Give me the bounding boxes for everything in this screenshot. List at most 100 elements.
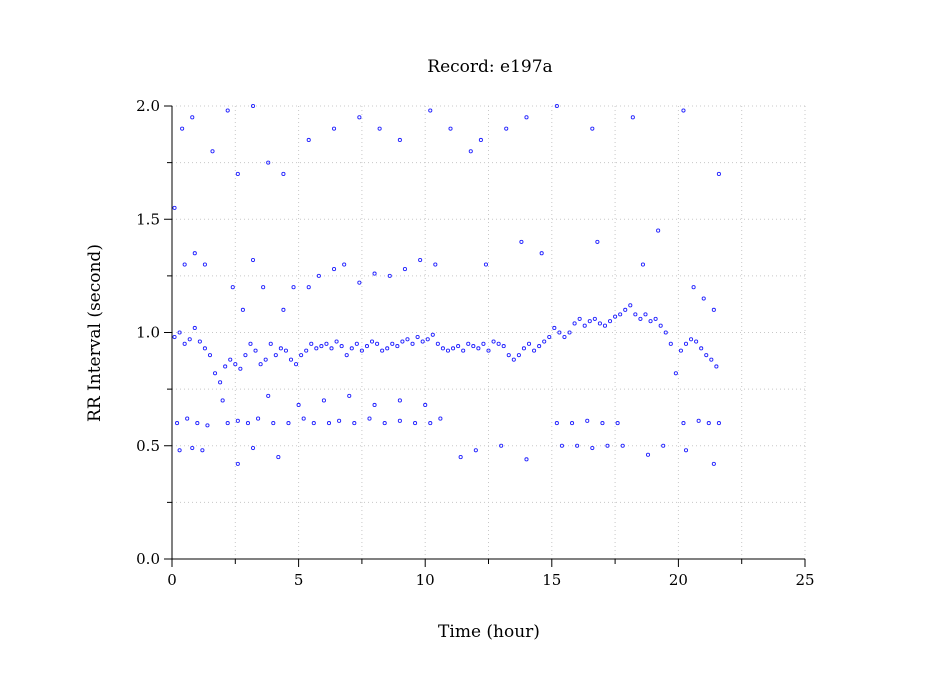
data-point <box>182 341 187 346</box>
data-point <box>640 262 646 267</box>
data-point <box>382 421 387 426</box>
data-point <box>683 341 689 346</box>
data-point <box>656 228 661 233</box>
data-point <box>602 323 608 328</box>
data-point <box>296 402 301 408</box>
data-point <box>372 402 377 408</box>
data-point <box>250 445 256 451</box>
data-point <box>483 262 489 267</box>
data-point <box>590 126 595 131</box>
data-point <box>223 364 228 369</box>
data-point <box>689 337 694 342</box>
data-point <box>468 149 473 154</box>
data-point <box>428 108 433 113</box>
data-point <box>699 346 704 351</box>
data-point <box>524 115 529 120</box>
data-point <box>501 344 506 349</box>
data-point <box>681 421 686 426</box>
data-point <box>334 339 339 344</box>
data-point <box>537 344 542 349</box>
data-point <box>321 398 326 403</box>
data-point <box>521 346 526 351</box>
y-axis-label: RR Interval (second) <box>85 244 105 422</box>
data-point <box>683 448 689 453</box>
data-point <box>250 257 256 263</box>
data-point <box>304 348 309 353</box>
data-point <box>714 364 719 369</box>
data-point <box>218 380 223 385</box>
data-point <box>628 303 633 308</box>
data-point <box>570 421 575 426</box>
data-point <box>309 341 314 346</box>
data-point <box>562 334 567 340</box>
y-tick-label: 0.5 <box>136 437 160 455</box>
data-point <box>716 421 721 426</box>
x-tick-label: 25 <box>795 571 814 589</box>
data-point <box>357 280 362 285</box>
data-point <box>618 312 623 317</box>
data-point <box>691 285 696 290</box>
data-point <box>496 341 501 346</box>
data-point <box>253 348 258 353</box>
data-point <box>390 341 395 346</box>
data-point <box>607 319 613 324</box>
data-point <box>658 323 663 328</box>
data-point <box>605 443 610 448</box>
data-point <box>190 115 195 120</box>
data-point <box>230 285 235 290</box>
data-point <box>491 339 496 344</box>
data-point <box>678 348 683 353</box>
data-point <box>337 418 342 423</box>
data-point <box>648 319 653 324</box>
data-point <box>377 126 382 131</box>
data-point <box>195 421 200 426</box>
data-point <box>440 346 445 351</box>
data-point <box>291 285 296 290</box>
data-point <box>410 341 415 346</box>
data-point <box>207 353 213 358</box>
data-point <box>413 421 418 426</box>
data-point <box>663 330 668 335</box>
y-tick-label: 0.0 <box>136 550 160 568</box>
data-point <box>478 137 483 143</box>
data-point <box>577 316 582 321</box>
data-point <box>200 448 205 453</box>
chart-title: Record: e197a <box>427 57 552 77</box>
data-point <box>716 171 721 176</box>
data-point <box>256 416 261 421</box>
data-point <box>395 344 400 349</box>
x-tick-label: 10 <box>416 571 435 589</box>
y-axis-ticks: 0.0 0.5 1.0 1.5 2.0 <box>136 97 172 568</box>
data-point <box>326 421 332 426</box>
data-point <box>397 398 402 403</box>
data-point <box>547 334 552 340</box>
data-point <box>187 337 192 342</box>
data-point <box>400 339 405 344</box>
data-point <box>266 393 271 398</box>
data-point <box>263 357 268 362</box>
data-point <box>694 339 699 344</box>
data-point <box>397 137 402 143</box>
data-point <box>375 341 380 346</box>
data-point <box>357 115 362 120</box>
data-point <box>205 423 210 428</box>
data-point <box>623 307 628 312</box>
data-point <box>701 296 706 301</box>
data-point <box>266 160 271 165</box>
data-point <box>638 316 643 321</box>
data-point <box>172 205 177 210</box>
data-point <box>281 171 286 176</box>
y-tick-label: 1.5 <box>136 210 160 228</box>
data-point <box>595 239 600 244</box>
data-point <box>311 421 316 426</box>
data-point <box>359 348 364 353</box>
data-point <box>630 115 635 120</box>
data-point <box>220 398 225 403</box>
data-point <box>681 108 686 113</box>
data-point <box>428 421 433 426</box>
data-point <box>349 346 354 351</box>
data-point <box>202 346 207 351</box>
data-point <box>709 357 714 362</box>
data-point <box>306 137 311 143</box>
